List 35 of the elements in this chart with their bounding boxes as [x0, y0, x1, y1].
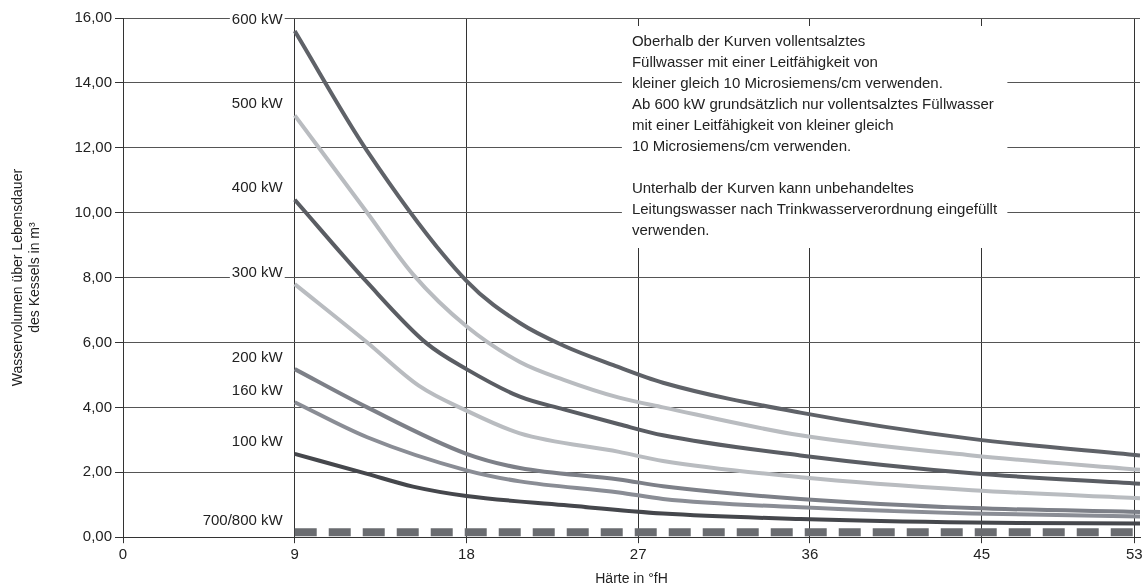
- series-label: 300 kW: [231, 262, 284, 280]
- line-series: [292, 197, 1140, 486]
- y-tick-label: 8,00: [82, 267, 112, 285]
- series-label: 200 kW: [231, 347, 284, 365]
- line-series: [292, 400, 1140, 519]
- x-axis-title: Härte in °fH: [595, 570, 668, 587]
- line-series: [292, 113, 1140, 472]
- line-series: [292, 367, 1140, 514]
- y-tick-label: 10,00: [74, 202, 112, 220]
- y-tick-label: 2,00: [82, 462, 112, 480]
- series-label: 700/800 kW: [202, 510, 284, 528]
- y-tick-label: 0,00: [82, 527, 112, 545]
- x-tick-label: 27: [629, 545, 647, 563]
- y-tick-label: 16,00: [74, 8, 112, 26]
- x-tick-label: 45: [973, 545, 990, 563]
- series-label: 500 kW: [231, 93, 284, 111]
- y-tick-label: 14,00: [74, 73, 112, 91]
- x-tick-label: 0: [118, 545, 128, 563]
- x-tick-label: 53: [1125, 545, 1143, 563]
- annotation: Unterhalb der Kurven kann unbehandeltes Leitungswasser nach Trinkwasserverordnung eingefüllt verwenden.: [631, 178, 998, 238]
- y-tick-label: 4,00: [82, 397, 112, 415]
- x-tick-label: 9: [290, 545, 299, 563]
- line-series: [292, 28, 1140, 458]
- x-tick-label: 36: [801, 545, 819, 563]
- series-label: 160 kW: [231, 380, 284, 398]
- series-label: 600 kW: [231, 9, 284, 27]
- y-tick-label: 6,00: [82, 332, 112, 350]
- annotation: Oberhalb der Kurven vollentsalztes Füllwasser mit einer Leitfähigkeit von kleiner gleich 10 Microsiemens/cm verwenden. Ab 600 kW grundsätzlich nur vollentsalztes Füllwasser mit einer Leitfähigkeit von kleiner gleich 10 Microsiemens/cm verwenden.: [631, 31, 994, 154]
- series-label: 400 kW: [231, 178, 284, 196]
- x-tick-label: 18: [458, 545, 475, 563]
- y-axis-title: Wasservolumen über Lebensdauer des Kessels in m³: [9, 168, 43, 387]
- y-tick-label: 12,00: [74, 137, 112, 155]
- line-series: [292, 282, 1140, 501]
- series-label: 100 kW: [231, 432, 284, 450]
- line-series: [292, 451, 1140, 526]
